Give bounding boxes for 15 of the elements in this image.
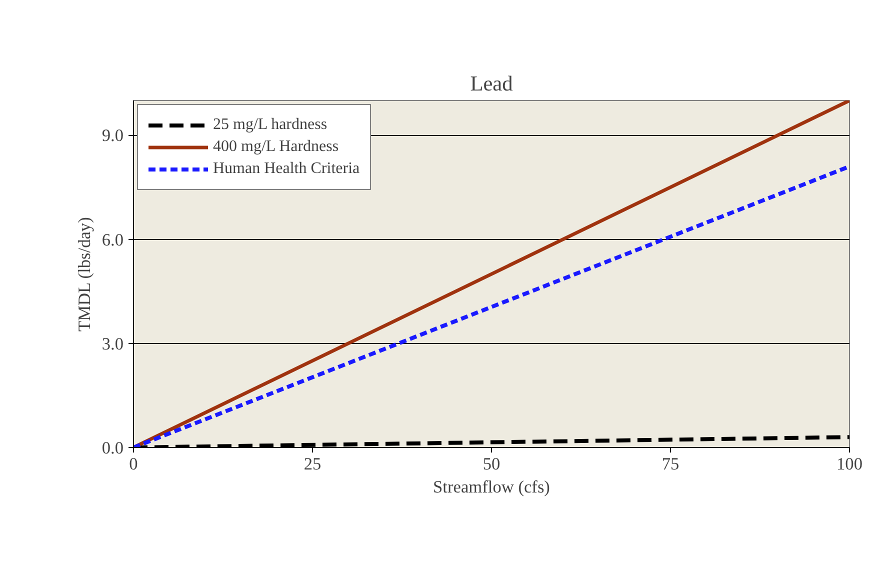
x-tick-label: 0 [129,454,138,474]
legend-label: 25 mg/L hardness [213,116,328,134]
x-tick-label: 25 [304,454,322,474]
y-tick-label: 6.0 [102,230,124,250]
y-tick-label: 3.0 [102,334,124,354]
x-tick-label: 50 [482,454,500,474]
chart-title: Lead [470,72,514,96]
y-tick-label: 0.0 [102,438,124,458]
x-tick-label: 100 [836,454,863,474]
y-axis-title: TMDL (lbs/day) [74,216,94,332]
legend-label: 400 mg/L Hardness [213,138,339,156]
legend-label: Human Health Criteria [213,160,360,178]
y-tick-label: 9.0 [102,126,124,146]
x-axis-title: Streamflow (cfs) [433,478,550,496]
x-tick-label: 75 [662,454,680,474]
